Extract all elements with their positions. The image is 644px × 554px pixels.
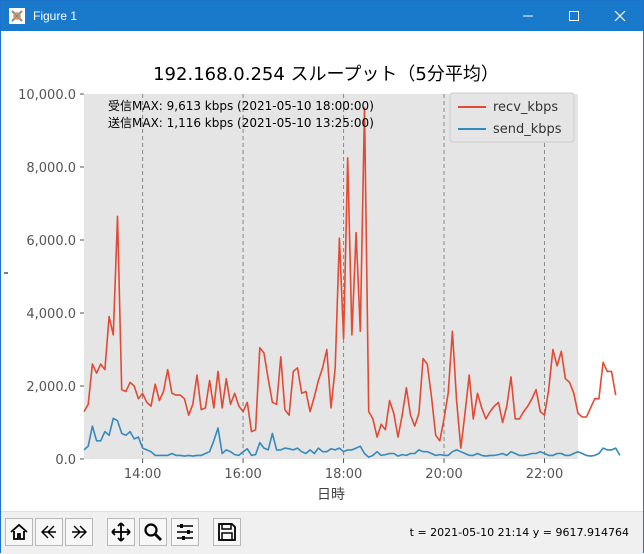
legend-send-label: send_kbps <box>493 122 562 137</box>
x-tick-label: 22:00 <box>526 467 563 482</box>
back-button[interactable] <box>35 518 63 546</box>
y-tick-label: 6,000.0 <box>26 234 76 249</box>
y-tick-label: 4,000.0 <box>26 307 76 322</box>
home-button[interactable] <box>5 518 33 546</box>
close-button[interactable] <box>597 1 643 31</box>
y-tick-label: 0.0 <box>55 453 76 468</box>
save-icon <box>218 523 236 541</box>
y-tick-label: 8,000.0 <box>26 161 76 176</box>
annotation-recv-max: 受信MAX: 9,613 kbps (2021-05-10 18:00:00) <box>108 99 374 113</box>
x-tick-label: 14:00 <box>124 467 161 482</box>
maximize-icon <box>569 11 579 21</box>
forward-icon <box>72 525 87 539</box>
save-button[interactable] <box>213 518 241 546</box>
grid-lines <box>142 94 546 459</box>
figure-canvas[interactable]: 192.168.0.254 スループット（5分平均） 0.0 2,000.0 4,0… <box>1 31 643 511</box>
x-axis: 14:00 16:00 18:00 20:00 22:00 <box>124 459 563 482</box>
app-icon <box>9 8 25 24</box>
minimize-icon <box>523 15 533 17</box>
series-group <box>83 107 621 459</box>
pan-icon <box>111 522 131 542</box>
chart: 192.168.0.254 スループット（5分平均） 0.0 2,000.0 4,0… <box>4 64 621 503</box>
x-tick-label: 18:00 <box>325 467 362 482</box>
x-tick-label: 20:00 <box>425 467 462 482</box>
configure-subplots-button[interactable] <box>171 518 199 546</box>
forward-button[interactable] <box>65 518 93 546</box>
legend: recv_kbps send_kbps <box>449 92 575 143</box>
close-icon <box>614 10 626 22</box>
x-axis-label: 日時 <box>317 487 345 503</box>
chart-title: 192.168.0.254 スループット（5分平均） <box>153 64 499 85</box>
minimize-button[interactable] <box>505 1 551 31</box>
cursor-status: t = 2021-05-10 21:14 y = 9617.914764 <box>409 526 629 539</box>
series-line-send_kbps <box>83 417 621 459</box>
back-icon <box>41 525 56 539</box>
legend-recv-label: recv_kbps <box>493 100 558 115</box>
maximize-button[interactable] <box>551 1 597 31</box>
title-bar[interactable]: Figure 1 <box>1 1 643 31</box>
zoom-icon <box>144 523 162 541</box>
navigation-toolbar: t = 2021-05-10 21:14 y = 9617.914764 <box>1 511 643 554</box>
annotation-send-max: 送信MAX: 1,116 kbps (2021-05-10 13:25:00) <box>108 115 374 130</box>
window-title: Figure 1 <box>33 9 78 23</box>
y-axis: 0.0 2,000.0 4,000.0 6,000.0 8,000.0 10,000.0 <box>18 88 84 468</box>
x-tick-label: 16:00 <box>224 467 261 482</box>
y-tick-label: 10,000.0 <box>18 88 76 103</box>
series-line-recv_kbps <box>83 107 617 449</box>
configure-subplots-icon <box>177 524 193 540</box>
y-tick-label: 2,000.0 <box>26 380 76 395</box>
pan-button[interactable] <box>107 518 135 546</box>
home-icon <box>10 523 28 540</box>
zoom-button[interactable] <box>139 518 167 546</box>
